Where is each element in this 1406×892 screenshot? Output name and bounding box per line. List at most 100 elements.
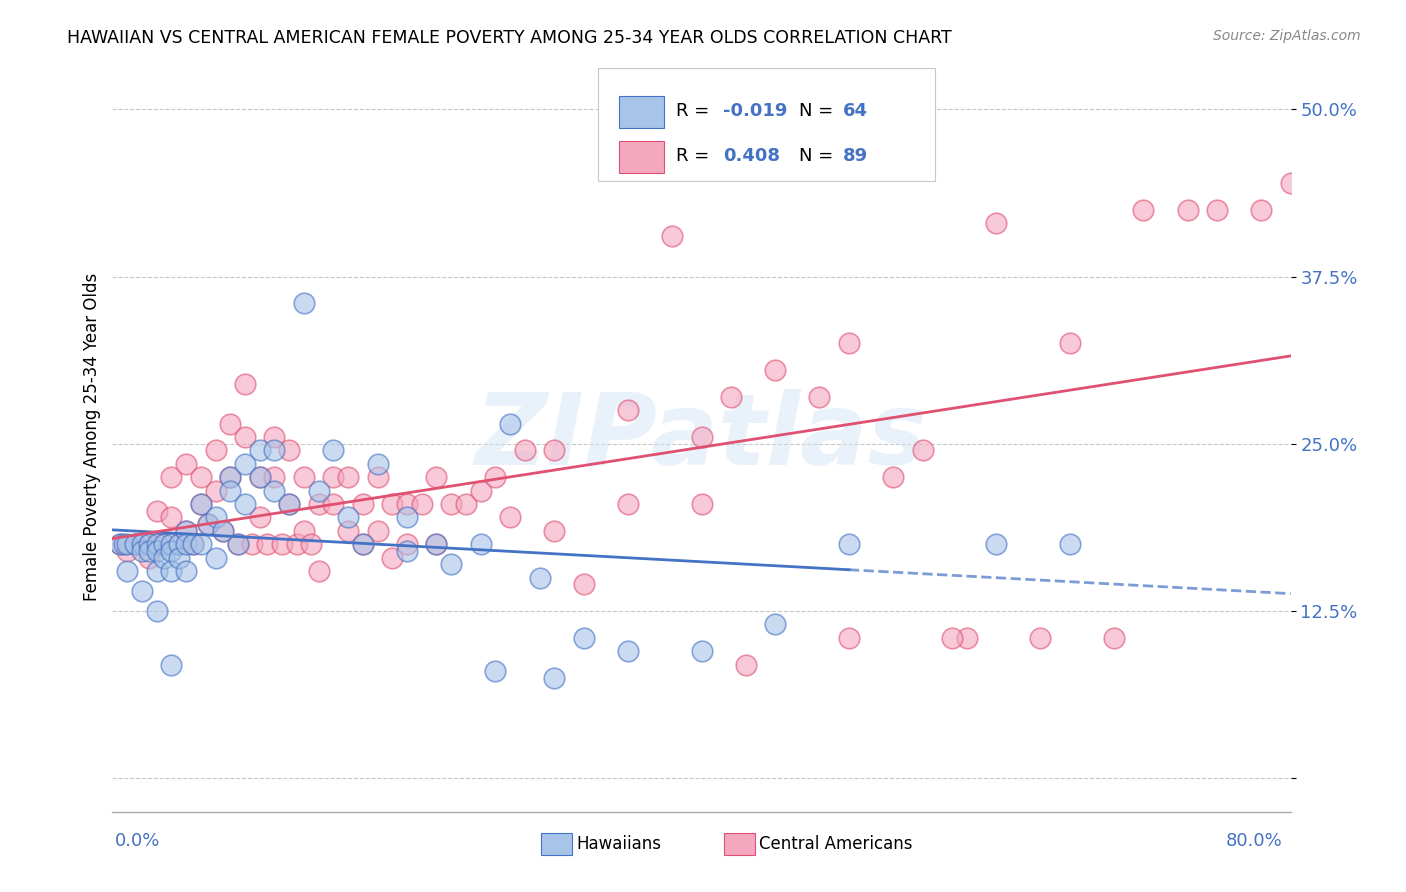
Point bbox=[219, 483, 242, 498]
Point bbox=[352, 497, 374, 511]
Point bbox=[160, 470, 183, 484]
Point bbox=[367, 470, 389, 484]
Point bbox=[690, 644, 713, 658]
Point bbox=[138, 543, 160, 558]
Text: N =: N = bbox=[800, 147, 839, 165]
Point bbox=[1132, 202, 1154, 217]
Point bbox=[941, 631, 963, 645]
Point bbox=[145, 564, 167, 578]
Point bbox=[249, 443, 271, 458]
Point bbox=[285, 537, 308, 551]
Point bbox=[454, 497, 477, 511]
Point bbox=[138, 537, 160, 551]
Point bbox=[470, 483, 492, 498]
Point bbox=[617, 403, 640, 417]
Point bbox=[233, 497, 256, 511]
Point bbox=[1250, 202, 1272, 217]
Text: ZIPatlas: ZIPatlas bbox=[475, 389, 928, 485]
Point bbox=[396, 537, 419, 551]
Point bbox=[174, 524, 197, 538]
Point bbox=[986, 537, 1008, 551]
Point bbox=[204, 483, 226, 498]
Point bbox=[808, 390, 831, 404]
Point bbox=[690, 430, 713, 444]
Point bbox=[1029, 631, 1052, 645]
Point bbox=[484, 470, 506, 484]
Point bbox=[734, 657, 756, 672]
Point bbox=[160, 564, 183, 578]
Text: R =: R = bbox=[676, 147, 714, 165]
Point bbox=[292, 470, 315, 484]
Point bbox=[263, 470, 285, 484]
Point bbox=[174, 564, 197, 578]
Point bbox=[138, 537, 160, 551]
Point bbox=[249, 510, 271, 524]
Point bbox=[233, 376, 256, 391]
Point bbox=[484, 664, 506, 679]
Text: Central Americans: Central Americans bbox=[759, 835, 912, 853]
Point bbox=[115, 564, 138, 578]
Point bbox=[838, 336, 860, 351]
Point bbox=[183, 537, 205, 551]
Point bbox=[529, 571, 551, 585]
FancyBboxPatch shape bbox=[619, 96, 664, 128]
Point bbox=[197, 517, 219, 532]
Point bbox=[720, 390, 742, 404]
Point bbox=[308, 483, 330, 498]
Point bbox=[278, 497, 301, 511]
Point bbox=[190, 497, 212, 511]
Point bbox=[153, 537, 176, 551]
Point bbox=[1059, 336, 1081, 351]
Point bbox=[233, 430, 256, 444]
Point bbox=[352, 537, 374, 551]
Point bbox=[219, 417, 242, 431]
Point bbox=[219, 470, 242, 484]
Point bbox=[292, 296, 315, 310]
Point bbox=[543, 524, 565, 538]
Point bbox=[131, 537, 153, 551]
Point bbox=[367, 524, 389, 538]
Point bbox=[226, 537, 249, 551]
Point bbox=[145, 537, 167, 551]
Point bbox=[1177, 202, 1199, 217]
Point bbox=[882, 470, 904, 484]
Point bbox=[617, 644, 640, 658]
Point bbox=[278, 443, 301, 458]
Text: HAWAIIAN VS CENTRAL AMERICAN FEMALE POVERTY AMONG 25-34 YEAR OLDS CORRELATION CH: HAWAIIAN VS CENTRAL AMERICAN FEMALE POVE… bbox=[67, 29, 952, 46]
Point bbox=[124, 537, 146, 551]
Point bbox=[167, 537, 190, 551]
Point bbox=[381, 497, 404, 511]
Point bbox=[138, 550, 160, 565]
Point bbox=[322, 470, 344, 484]
Point bbox=[108, 537, 131, 551]
Point bbox=[543, 443, 565, 458]
Point bbox=[197, 517, 219, 532]
Point bbox=[396, 510, 419, 524]
Point bbox=[543, 671, 565, 685]
Point bbox=[212, 524, 235, 538]
Point bbox=[278, 497, 301, 511]
Point bbox=[270, 537, 292, 551]
Point bbox=[763, 363, 786, 377]
Point bbox=[617, 497, 640, 511]
Point bbox=[145, 537, 167, 551]
Point bbox=[1206, 202, 1229, 217]
Text: R =: R = bbox=[676, 103, 714, 120]
Point bbox=[190, 470, 212, 484]
Point bbox=[115, 537, 138, 551]
Point bbox=[145, 604, 167, 618]
Point bbox=[411, 497, 433, 511]
Point bbox=[661, 229, 683, 244]
Point bbox=[396, 543, 419, 558]
Point bbox=[381, 550, 404, 565]
Point bbox=[174, 537, 197, 551]
Point bbox=[911, 443, 934, 458]
Point bbox=[263, 430, 285, 444]
Point bbox=[153, 537, 176, 551]
Point bbox=[367, 457, 389, 471]
Point bbox=[115, 543, 138, 558]
Point bbox=[233, 457, 256, 471]
Point bbox=[322, 443, 344, 458]
Point bbox=[145, 543, 167, 558]
Point bbox=[572, 577, 595, 591]
